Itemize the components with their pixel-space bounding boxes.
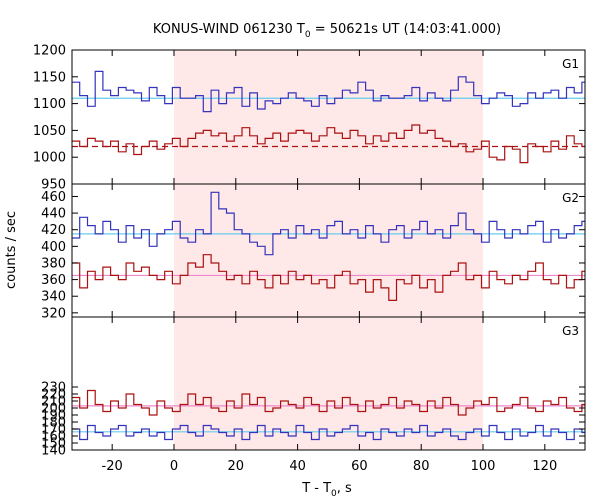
y-tick-label-2-3: 380 [41, 256, 66, 271]
x-axis-title: T - T0, s [301, 481, 352, 499]
x-tick-label-4: 60 [351, 459, 368, 474]
x-tick-label-7: 120 [532, 459, 557, 474]
panel-label-2: G2 [562, 191, 579, 205]
y-tick-label-1-3: 1100 [33, 97, 66, 112]
y-tick-label-2-0: 320 [41, 306, 66, 321]
y-tick-label-3-0: 140 [41, 444, 66, 459]
highlight-interval-2 [173, 184, 484, 317]
y-tick-label-1-2: 1050 [33, 124, 66, 139]
y-tick-label-2-6: 440 [41, 207, 66, 222]
y-tick-label-1-4: 1150 [33, 70, 66, 85]
highlight-interval-1 [173, 50, 484, 184]
y-tick-label-3-8: 220 [41, 388, 66, 403]
series-line-2-1 [72, 191, 585, 256]
y-tick-label-2-1: 340 [41, 290, 66, 305]
x-tick-label-0: -20 [102, 459, 123, 474]
y-tick-label-3-5: 190 [41, 409, 66, 424]
series-line-3-2 [72, 424, 585, 441]
y-tick-label-2-7: 460 [41, 190, 66, 205]
background-layer [173, 50, 484, 450]
series-layer [72, 70, 585, 441]
panel-label-1: G1 [562, 57, 579, 71]
x-tick-label-2: 20 [228, 459, 245, 474]
highlight-interval-3 [173, 317, 484, 450]
series-line-3-1 [72, 389, 585, 416]
y-tick-label-1-0: 950 [41, 178, 66, 193]
label-layer: KONUS-WIND 061230 T0 = 50621s UT (14:03:… [4, 22, 579, 499]
y-tick-label-2-2: 360 [41, 273, 66, 288]
y-tick-label-3-6: 200 [41, 402, 66, 417]
y-tick-label-2-4: 400 [41, 240, 66, 255]
y-tick-label-3-9: 230 [41, 381, 66, 396]
chart-title: KONUS-WIND 061230 T0 = 50621s UT (14:03:… [153, 22, 501, 40]
panel-label-3: G3 [562, 324, 579, 338]
x-tick-label-1: 0 [170, 459, 178, 474]
y-axis-title: counts / sec [4, 211, 19, 289]
y-tick-label-3-2: 160 [41, 430, 66, 445]
y-tick-label-3-7: 210 [41, 395, 66, 410]
y-tick-label-1-1: 1000 [33, 151, 66, 166]
series-line-1-1 [72, 70, 585, 113]
y-tick-label-2-5: 420 [41, 223, 66, 238]
panel-frame-3 [71, 316, 586, 451]
y-tick-label-3-1: 150 [41, 437, 66, 452]
y-tick-label-3-4: 180 [41, 416, 66, 431]
series-line-2-2 [72, 254, 585, 301]
series-line-1-2 [72, 124, 585, 164]
y-tick-label-3-3: 170 [41, 423, 66, 438]
x-tick-label-3: 40 [289, 459, 306, 474]
y-tick-label-1-5: 1200 [33, 44, 66, 59]
frame-layer [71, 49, 586, 451]
x-tick-label-5: 80 [413, 459, 430, 474]
x-tick-label-6: 100 [471, 459, 496, 474]
